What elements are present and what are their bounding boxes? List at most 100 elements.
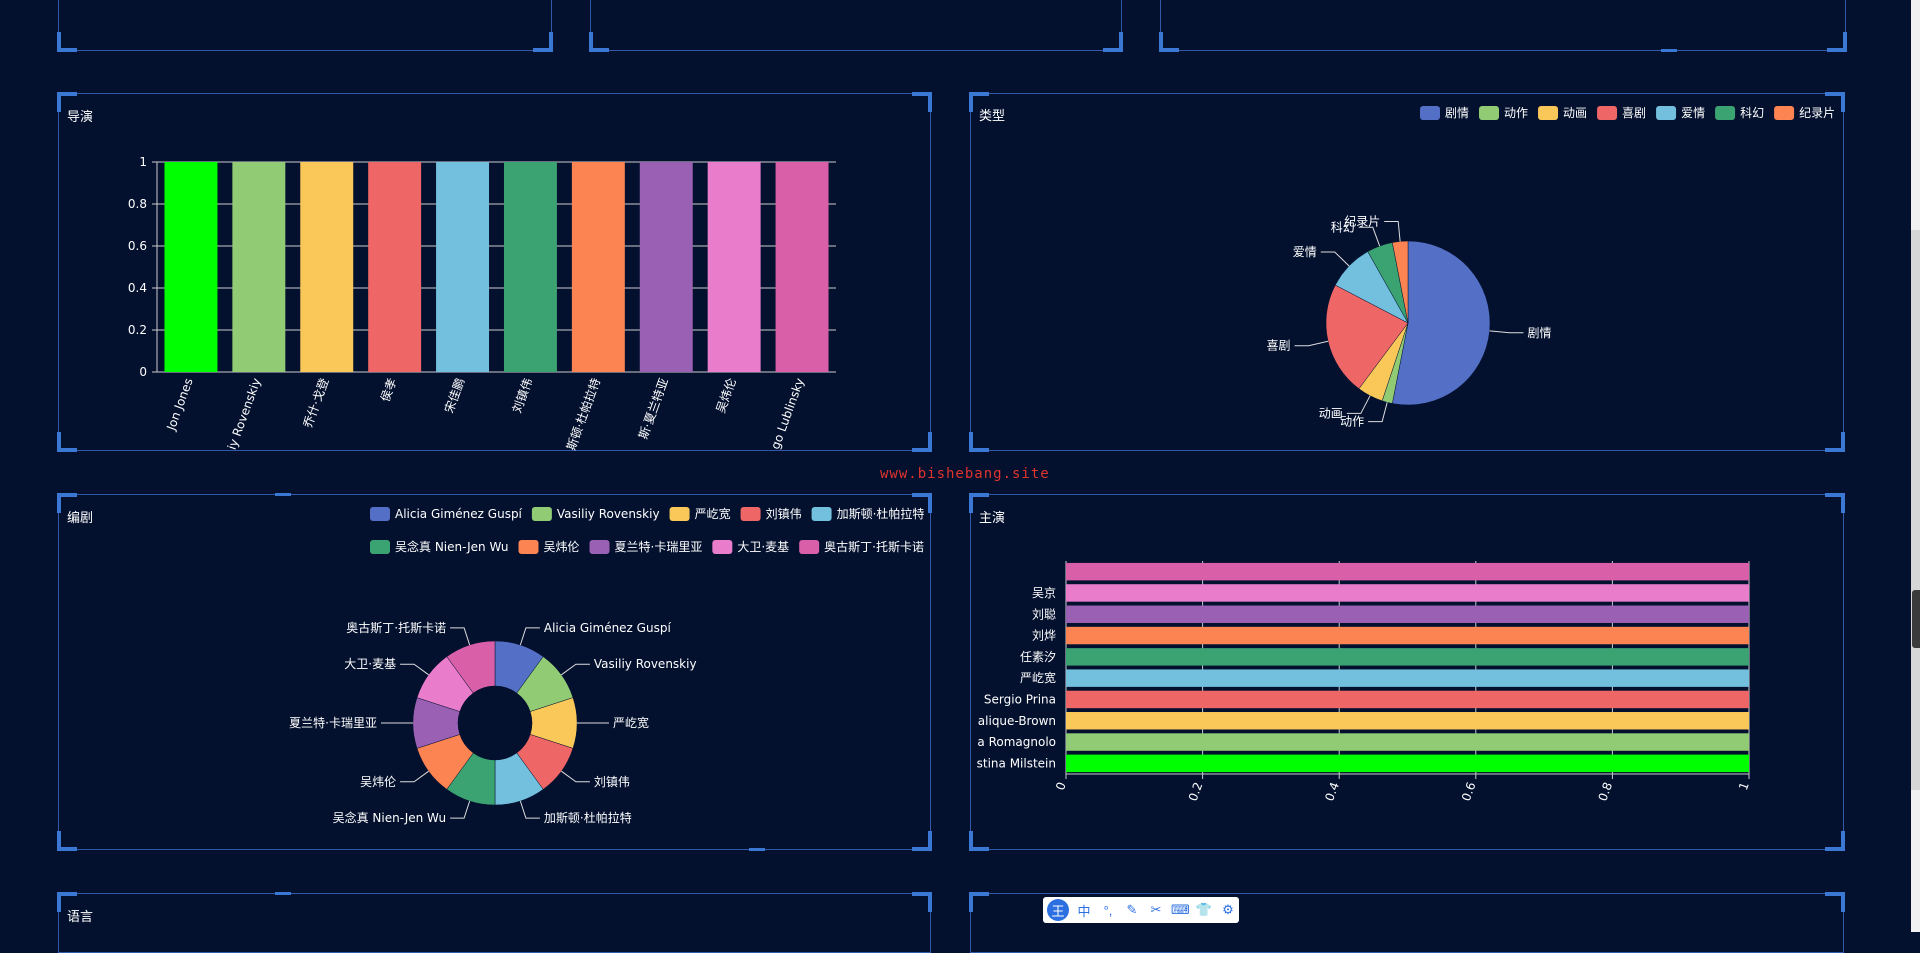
x-tick-label: 斯·夏兰特亚	[635, 376, 671, 441]
y-tick-label: 0.2	[128, 323, 147, 337]
legend-label: 动画	[1563, 106, 1587, 120]
bar-0	[1066, 754, 1749, 773]
bar-2	[1066, 712, 1749, 730]
ime-chinese-mode[interactable]: 中	[1077, 903, 1091, 919]
bar-6	[571, 162, 625, 372]
x-tick-label: 0.8	[1596, 780, 1616, 803]
legend-label: 动作	[1504, 106, 1528, 120]
x-tick-label: 吴炜伦	[713, 376, 739, 415]
bar-4	[1066, 669, 1749, 687]
watermark: www.bishebang.site	[880, 466, 1050, 482]
label-line	[450, 627, 471, 646]
label-line	[1368, 402, 1388, 423]
legend-swatch	[370, 507, 390, 521]
legend-swatch	[1420, 106, 1440, 120]
legend-swatch	[1656, 106, 1677, 120]
top-panel-middle	[589, 0, 1123, 52]
y-tick-label: 刘聪	[1032, 607, 1056, 621]
y-tick-label: 0.8	[128, 197, 147, 211]
ime-scissors-icon[interactable]: ✂	[1150, 902, 1162, 917]
bar-5	[503, 162, 557, 372]
legend-swatch	[531, 507, 552, 521]
label-line	[561, 770, 590, 783]
slice-label: 严屹宽	[613, 715, 649, 730]
legend-label: 科幻	[1740, 106, 1764, 120]
x-tick-label: 0.6	[1459, 780, 1479, 803]
legend-swatch	[811, 507, 832, 521]
y-tick-label: 吴京	[1032, 586, 1056, 600]
x-tick-label: iy Rovenskiy	[225, 376, 264, 451]
y-tick-label: Sergio Prina	[984, 692, 1056, 706]
ime-punctuation-icon[interactable]: °,	[1103, 902, 1113, 918]
scrollbar-thumb[interactable]	[1911, 230, 1920, 790]
label-line	[561, 663, 590, 676]
writer-panel-title: 编剧	[67, 510, 94, 525]
bar-8	[707, 162, 761, 372]
top-panel-right	[1159, 0, 1847, 52]
ime-keyboard-icon[interactable]: ⌨	[1171, 902, 1190, 917]
side-panel-handle[interactable]	[1912, 590, 1920, 648]
label-line	[1320, 251, 1350, 267]
legend-swatch	[1774, 106, 1795, 120]
ime-toolbar[interactable]: 王 中 °, ✎ ✂ ⌨ 👕 ⚙	[1043, 897, 1239, 923]
actor-hbar-chart: 0 0.2 0.4 0.6 0.8 1 stina Milstein a Romagnolo a…	[977, 561, 1752, 803]
x-tick-label: 宋佳鹏	[441, 376, 467, 415]
x-tick-label: 0	[1053, 780, 1069, 792]
legend-swatch	[518, 540, 539, 554]
ime-handwrite-icon[interactable]: ✎	[1126, 902, 1138, 917]
director-panel-title: 导演	[67, 109, 94, 124]
bar-7	[1066, 605, 1749, 623]
slice-3	[1325, 284, 1409, 390]
legend-label: 严屹宽	[695, 506, 731, 521]
y-tick-label: 任素汐	[1020, 649, 1056, 664]
actor-panel: 主演 0 0.2 0.4 0.6 0.8 1 stina Milstein a Romagno…	[969, 493, 1845, 851]
slice-9	[446, 640, 496, 694]
x-tick-label: 0.2	[1186, 780, 1206, 803]
legend-label: 纪录片	[1799, 106, 1835, 120]
legend-swatch	[1597, 106, 1618, 120]
bar-5	[1066, 648, 1749, 666]
label-line	[1384, 220, 1401, 242]
label-line	[400, 663, 429, 676]
y-tick-label: 刘烨	[1032, 629, 1056, 643]
language-panel: 语言	[57, 892, 932, 953]
y-tick-label: 0.4	[128, 281, 147, 295]
bar-4	[436, 162, 490, 372]
genre-panel: 类型 剧情 动作 动画 喜剧 爱情 科幻 纪录片 剧情 动作 动画 喜剧 爱情 科幻 纪录片	[969, 92, 1845, 452]
slice-label: 爱情	[1293, 245, 1317, 259]
bar-6	[1066, 626, 1749, 645]
legend-swatch	[1538, 106, 1559, 120]
x-tick-label: 1	[1736, 780, 1752, 792]
legend-label: 剧情	[1445, 106, 1469, 120]
ime-settings-icon[interactable]: ⚙	[1222, 902, 1234, 917]
writer-donut-chart: Alicia Giménez Guspí Vasiliy Rovenskiy 严屹宽…	[289, 506, 924, 825]
y-tick-label: stina Milstein	[977, 756, 1056, 770]
director-bar-chart: 0 0.2 0.4 0.6 0.8 1 Jon Jones iy Rovenskiy 乔什·戈登…	[128, 155, 836, 452]
bar-9	[775, 162, 829, 372]
x-tick-label: Jon Jones	[164, 376, 196, 433]
x-tick-label: 乔什·戈登	[300, 376, 332, 430]
x-tick-label: 0.4	[1322, 780, 1342, 803]
ime-skin-icon[interactable]: 👕	[1195, 902, 1213, 917]
legend-label: 刘镇伟	[766, 507, 802, 521]
y-tick-label: alique-Brown	[978, 714, 1056, 728]
bar-9	[1066, 562, 1749, 581]
y-tick-label: 0.6	[128, 239, 147, 253]
top-panel-left	[57, 0, 553, 52]
legend-swatch	[370, 540, 390, 554]
legend-label: 吴念真 Nien-Jen Wu	[395, 539, 509, 554]
legend-label: 爱情	[1681, 106, 1705, 120]
bar-1	[1066, 733, 1749, 751]
language-panel-title: 语言	[67, 909, 94, 924]
label-line	[1346, 395, 1371, 414]
label-line	[519, 800, 540, 819]
genre-panel-title: 类型	[979, 108, 1006, 123]
slice-label: 加斯顿·杜帕拉特	[544, 810, 632, 825]
ime-logo-icon[interactable]: 王	[1047, 899, 1069, 921]
legend-label: 大卫·麦基	[737, 540, 789, 554]
legend-label: Vasiliy Rovenskiy	[557, 507, 660, 521]
slice-label: 科幻	[1331, 220, 1355, 234]
bar-1	[232, 162, 286, 372]
bar-3	[1066, 690, 1749, 709]
